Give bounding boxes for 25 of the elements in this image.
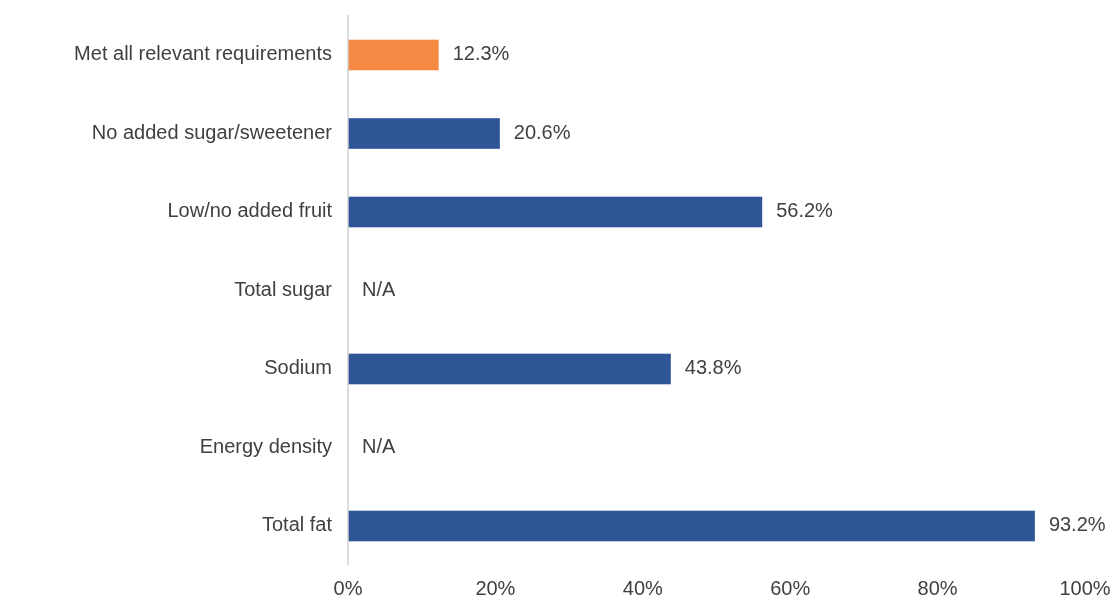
- x-tick-label: 80%: [917, 577, 958, 600]
- x-tick-label: 100%: [1059, 577, 1111, 600]
- y-tick-label: Low/no added fruit: [167, 199, 333, 222]
- data-label: 43.8%: [684, 356, 742, 379]
- data-label: 56.2%: [776, 199, 834, 222]
- data-label: 93.2%: [1048, 513, 1106, 536]
- y-tick-label: No added sugar/sweetener: [91, 120, 333, 143]
- text: N/A: [362, 277, 396, 300]
- y-tick-label: Total sugar: [234, 277, 333, 300]
- y-tick-label: Energy density: [199, 434, 332, 457]
- bar: [348, 196, 763, 228]
- bar: [348, 118, 500, 149]
- bar: [348, 510, 1035, 542]
- text: N/A: [362, 434, 396, 457]
- x-tick-label: 20%: [475, 577, 516, 600]
- bar: [348, 39, 439, 71]
- x-tick-label: 0%: [333, 577, 363, 600]
- y-tick-label: Sodium: [264, 356, 332, 379]
- y-tick-label: Met all relevant requirements: [74, 42, 332, 65]
- data-label: 12.3%: [452, 42, 510, 65]
- data-label: 20.6%: [513, 120, 571, 143]
- y-tick-label: Total fat: [261, 513, 333, 536]
- bar: [348, 353, 671, 385]
- x-tick-label: 40%: [622, 577, 664, 600]
- x-tick-label: 60%: [770, 577, 811, 600]
